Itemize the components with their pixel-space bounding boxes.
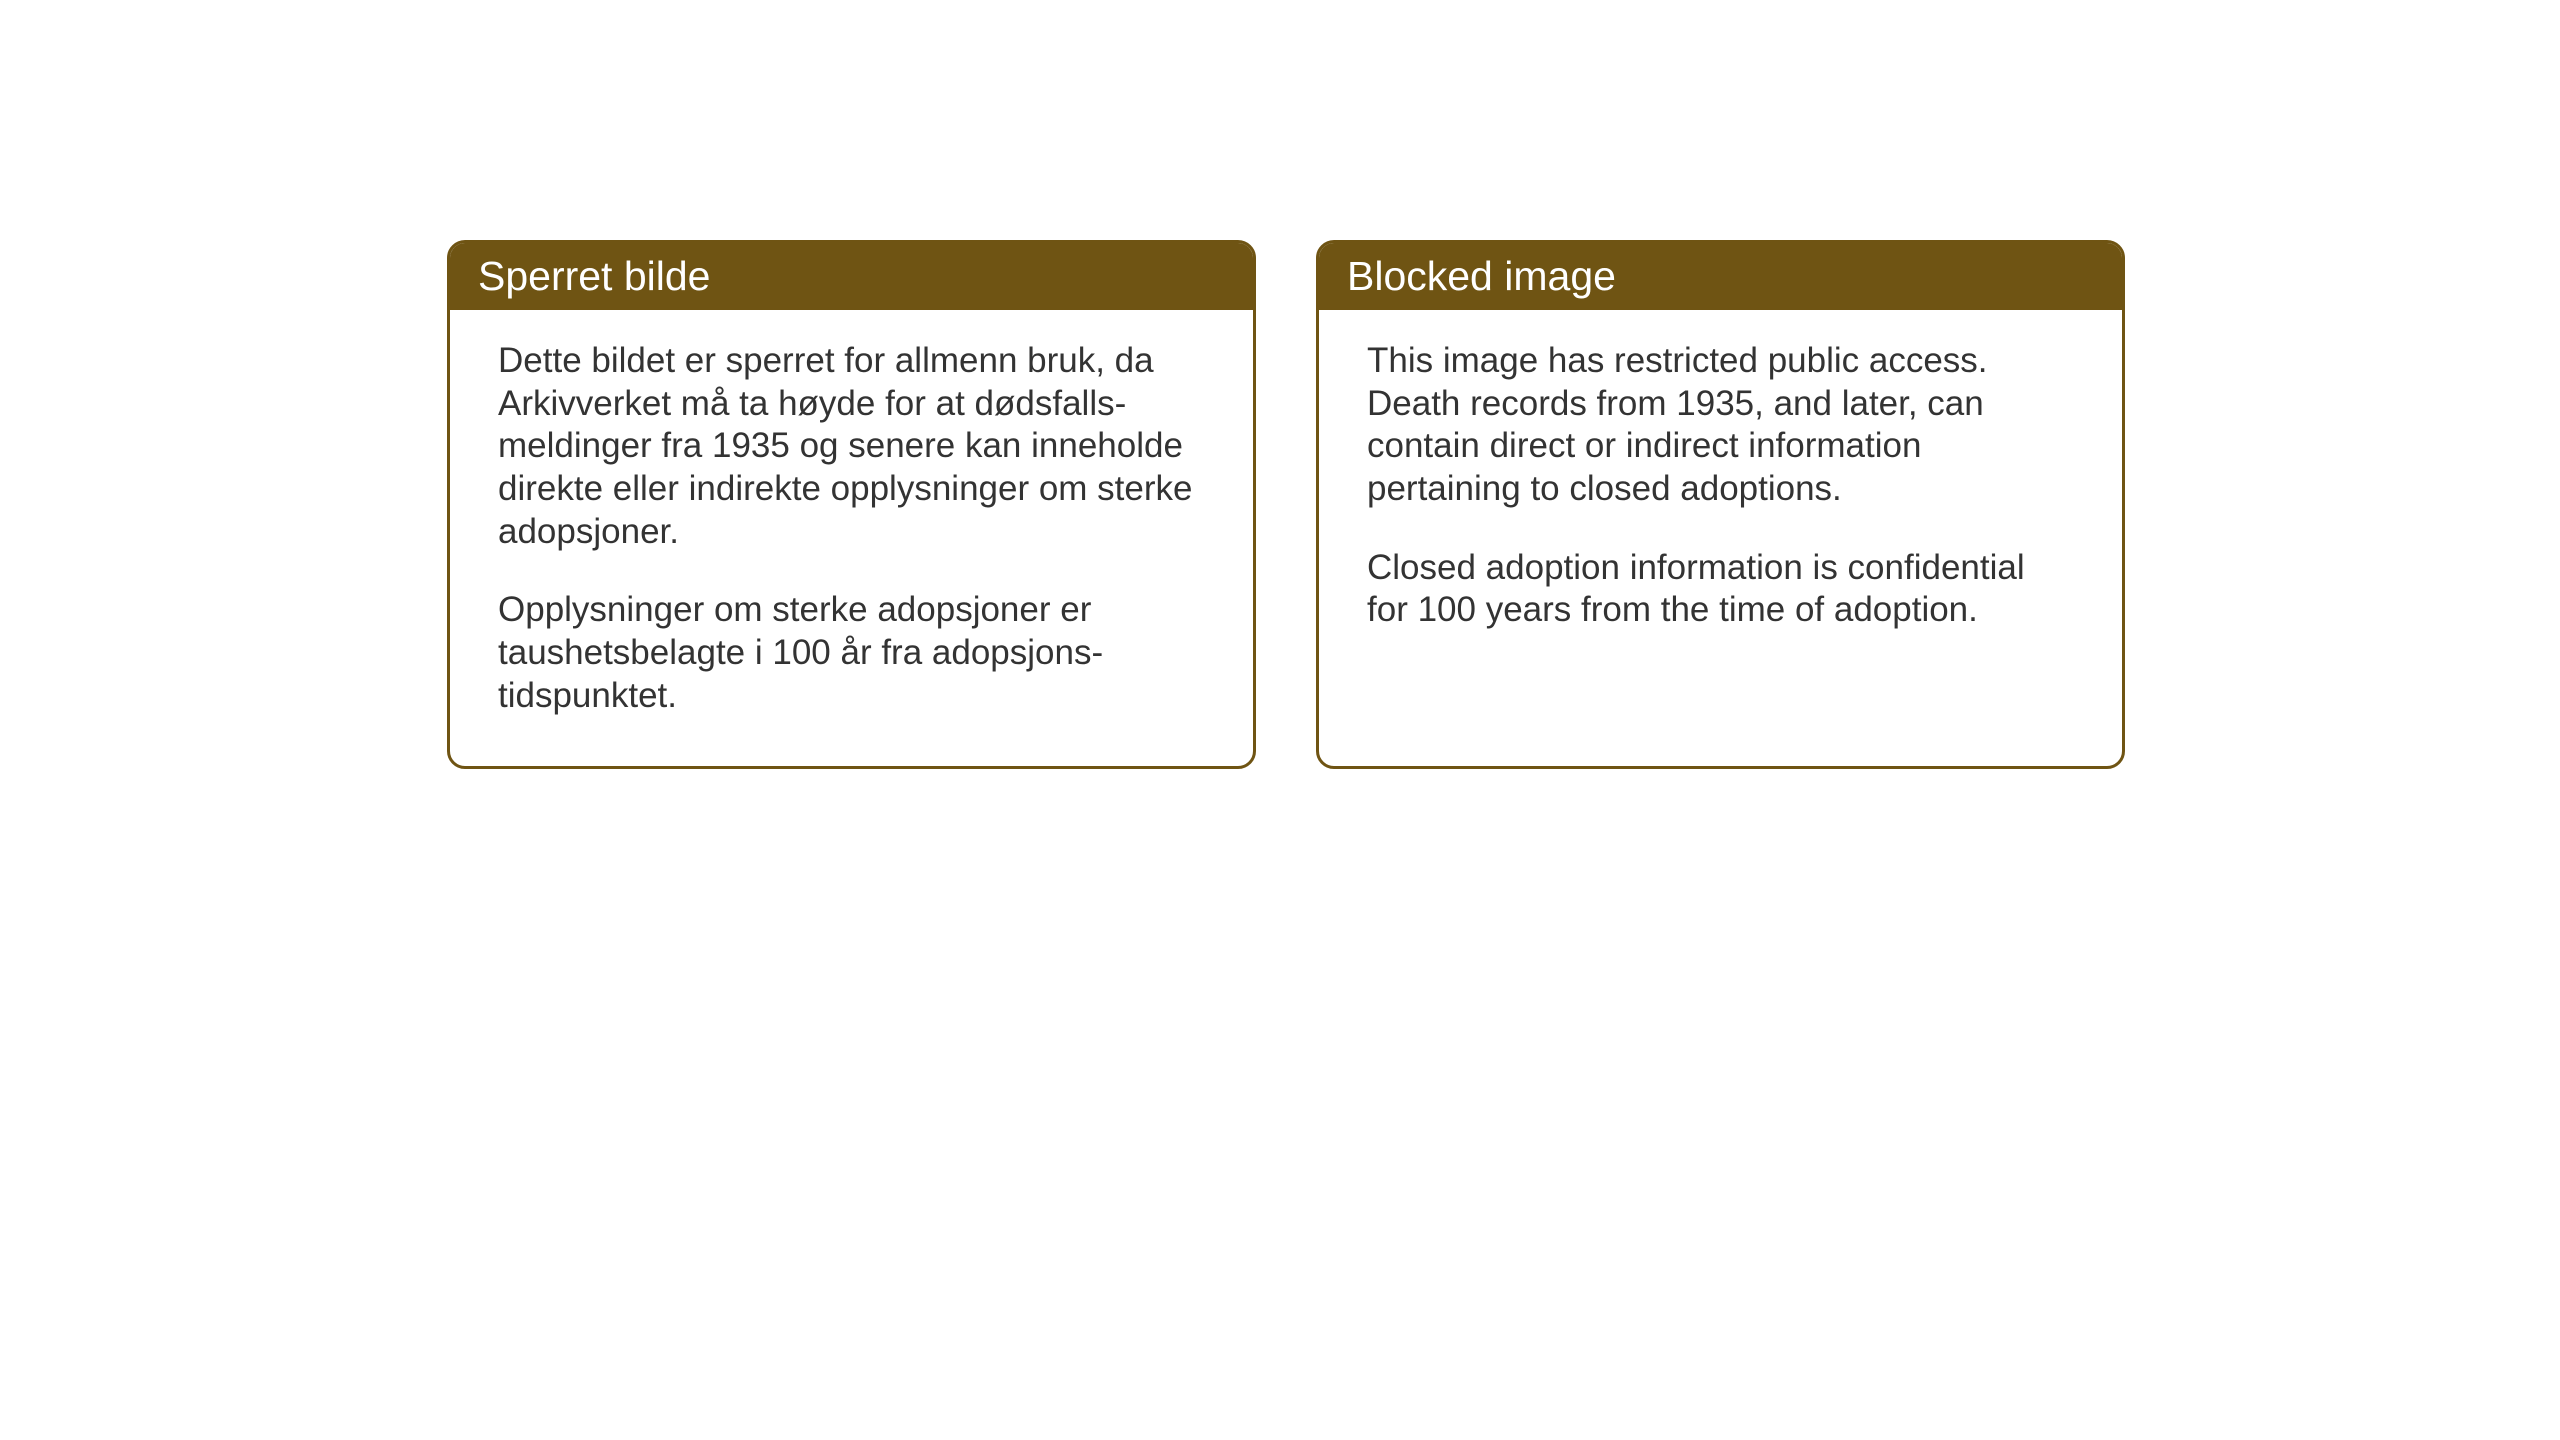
cards-container: Sperret bilde Dette bildet er sperret fo… [447,240,2125,769]
english-card-body: This image has restricted public access.… [1319,310,2122,715]
english-card: Blocked image This image has restricted … [1316,240,2125,769]
norwegian-paragraph-1: Dette bildet er sperret for allmenn bruk… [498,340,1205,553]
english-paragraph-2: Closed adoption information is confident… [1367,547,2074,632]
norwegian-card: Sperret bilde Dette bildet er sperret fo… [447,240,1256,769]
norwegian-card-title: Sperret bilde [450,243,1253,310]
norwegian-card-body: Dette bildet er sperret for allmenn bruk… [450,310,1253,766]
english-paragraph-1: This image has restricted public access.… [1367,340,2074,511]
norwegian-paragraph-2: Opplysninger om sterke adopsjoner er tau… [498,589,1205,717]
english-card-title: Blocked image [1319,243,2122,310]
